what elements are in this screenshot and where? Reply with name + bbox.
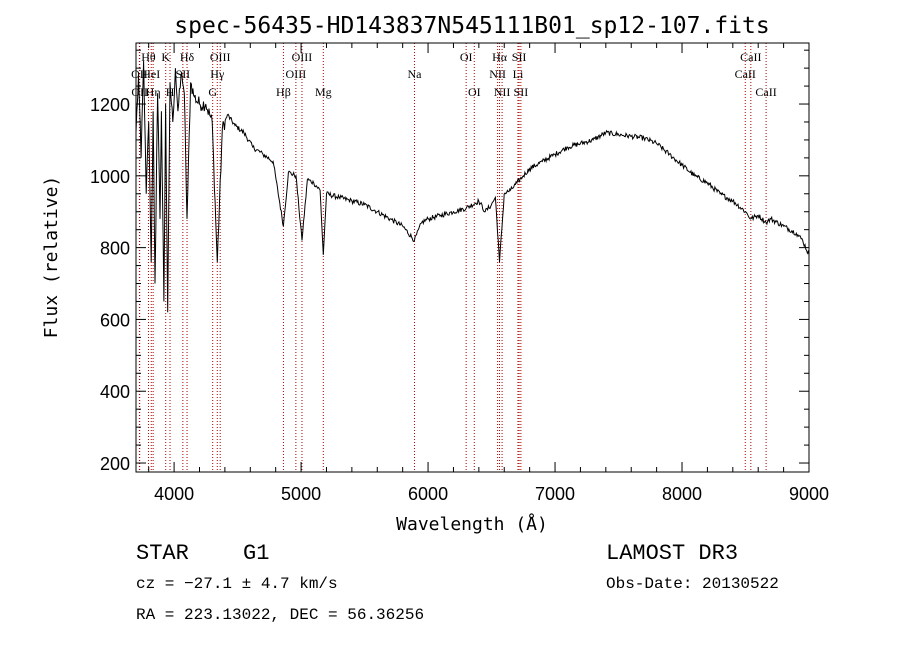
object-class: STAR (136, 541, 189, 566)
reference-line-label: Na (407, 67, 422, 81)
reference-line-label: G (208, 85, 217, 99)
x-tick-label: 6000 (408, 484, 448, 504)
observation-date: Obs-Date: 20130522 (606, 575, 779, 593)
y-tick-label: 800 (100, 239, 130, 259)
y-tick-label: 600 (100, 310, 130, 330)
reference-line-label: SII (176, 67, 191, 81)
y-tick-label: 400 (100, 382, 130, 402)
reference-line-label: Hβ (276, 85, 291, 99)
spectrum-line (135, 60, 810, 313)
reference-line-label: NII (494, 85, 511, 99)
x-tick-label: 8000 (662, 484, 702, 504)
y-axis-label: Flux (relative) (41, 176, 62, 339)
reference-line-label: SII (514, 85, 529, 99)
y-tick-label: 200 (100, 454, 130, 474)
reference-line-label: OIII (292, 50, 313, 64)
survey-name: LAMOST DR3 (606, 541, 738, 566)
reference-line-label: NII (489, 67, 506, 81)
x-tick-label: 4000 (154, 484, 194, 504)
ra-dec-coordinates: RA = 223.13022, DEC = 56.36256 (136, 606, 424, 624)
reference-line-label: CaII (755, 85, 776, 99)
x-axis-ticks: 4000 5000 6000 7000 8000 9000 (148, 43, 829, 504)
reference-lines (138, 43, 767, 472)
reference-line-label: Li (513, 67, 524, 81)
reference-line-label: SII (512, 50, 527, 64)
y-tick-label: 1000 (90, 167, 130, 187)
reference-line-label: K (161, 50, 170, 64)
plot-frame (135, 42, 810, 473)
object-subclass: G1 (243, 541, 269, 566)
redshift-cz: cz = −27.1 ± 4.7 km/s (136, 575, 338, 593)
reference-line-label: Hη (146, 85, 161, 99)
reference-line-label: Hγ (210, 67, 225, 81)
reference-line-label: OIII (210, 50, 231, 64)
x-tick-label: 9000 (789, 484, 829, 504)
x-tick-label: 5000 (281, 484, 321, 504)
reference-line-label: HeI (142, 67, 160, 81)
reference-line-label: Hδ (180, 50, 195, 64)
reference-line-label: CaII (735, 67, 756, 81)
reference-line-label: OI (468, 85, 481, 99)
y-axis-ticks: 200 400 600 800 1000 1200 (90, 49, 809, 474)
chart-title: spec-56435-HD143837N545111B01_sp12-107.f… (174, 13, 769, 39)
x-tick-label: 7000 (535, 484, 575, 504)
reference-line-label: OIII (286, 67, 307, 81)
reference-line-label: Hθ (141, 50, 156, 64)
reference-line-label: Hα (492, 50, 508, 64)
reference-line-label: CaII (740, 50, 761, 64)
x-axis-label: Wavelength (Å) (396, 513, 548, 535)
reference-line-label: OI (460, 50, 473, 64)
reference-line-label: Mg (315, 85, 332, 99)
y-tick-label: 1200 (90, 95, 130, 115)
